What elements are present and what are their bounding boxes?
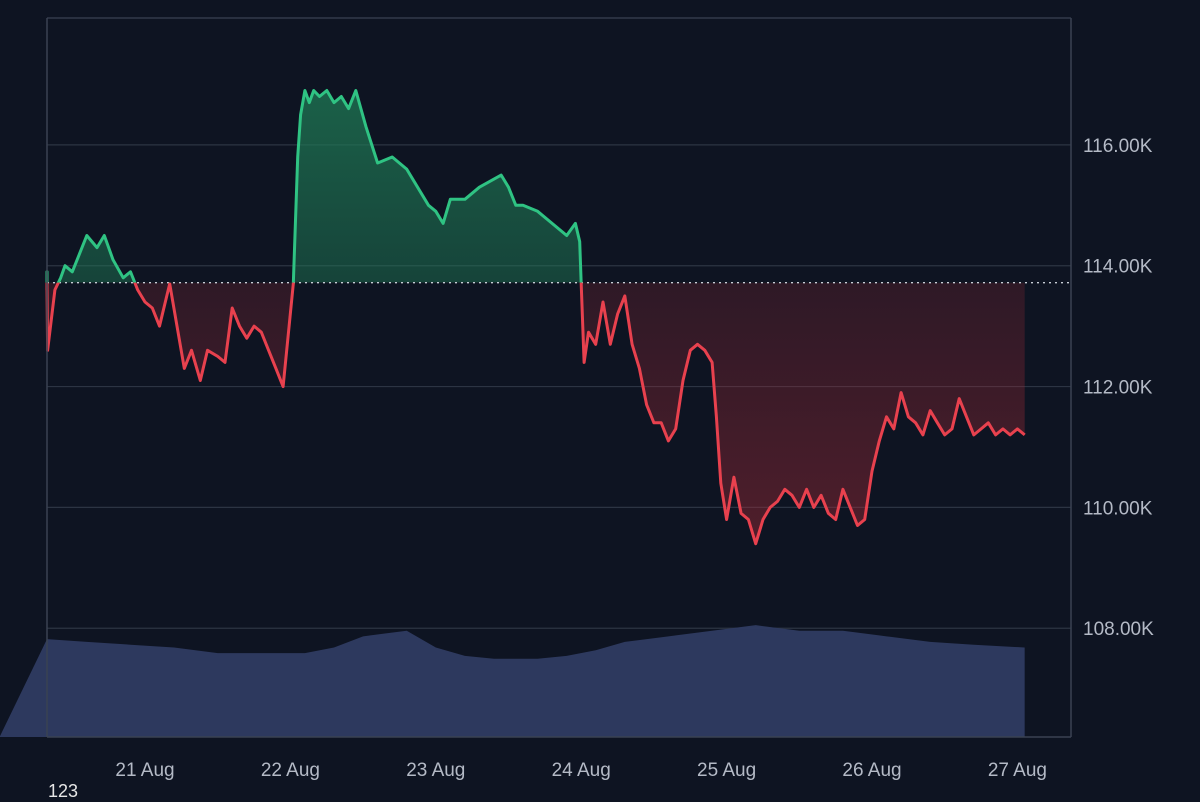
price-line-below-baseline	[45, 282, 1026, 546]
axes	[46, 17, 1072, 738]
volume-area	[0, 625, 1025, 737]
gridlines	[47, 144, 1071, 629]
y-tick-label: 110.00K	[1083, 498, 1153, 519]
x-tick-label: 25 Aug	[697, 760, 756, 781]
y-tick-label: 114.00K	[1083, 257, 1153, 278]
y-tick-label: 108.00K	[1083, 619, 1154, 640]
x-tick-label: 27 Aug	[988, 760, 1047, 781]
volume-bars	[0, 625, 1025, 737]
y-tick-label: 116.00K	[1083, 136, 1153, 157]
price-fill-below-baseline	[47, 282, 1025, 544]
y-tick-label: 112.00K	[1083, 378, 1153, 399]
price-fill	[47, 90, 1025, 544]
x-tick-label: 22 Aug	[261, 760, 320, 781]
price-fill-above-baseline	[47, 90, 1025, 283]
x-tick-label: 24 Aug	[552, 760, 611, 781]
price-line	[45, 89, 1026, 546]
x-tick-label: 23 Aug	[406, 760, 465, 781]
price-line-above-baseline	[45, 89, 583, 283]
y-axis-tick-labels: 108.00K 110.00K 112.00K 114.00K 116.00K	[1083, 136, 1154, 640]
corner-label: 123	[48, 781, 79, 801]
x-tick-label: 21 Aug	[115, 760, 174, 781]
x-axis-tick-labels: 21 Aug 22 Aug 23 Aug 24 Aug 25 Aug 26 Aug 27 A…	[115, 760, 1047, 781]
x-tick-label: 26 Aug	[842, 760, 901, 781]
